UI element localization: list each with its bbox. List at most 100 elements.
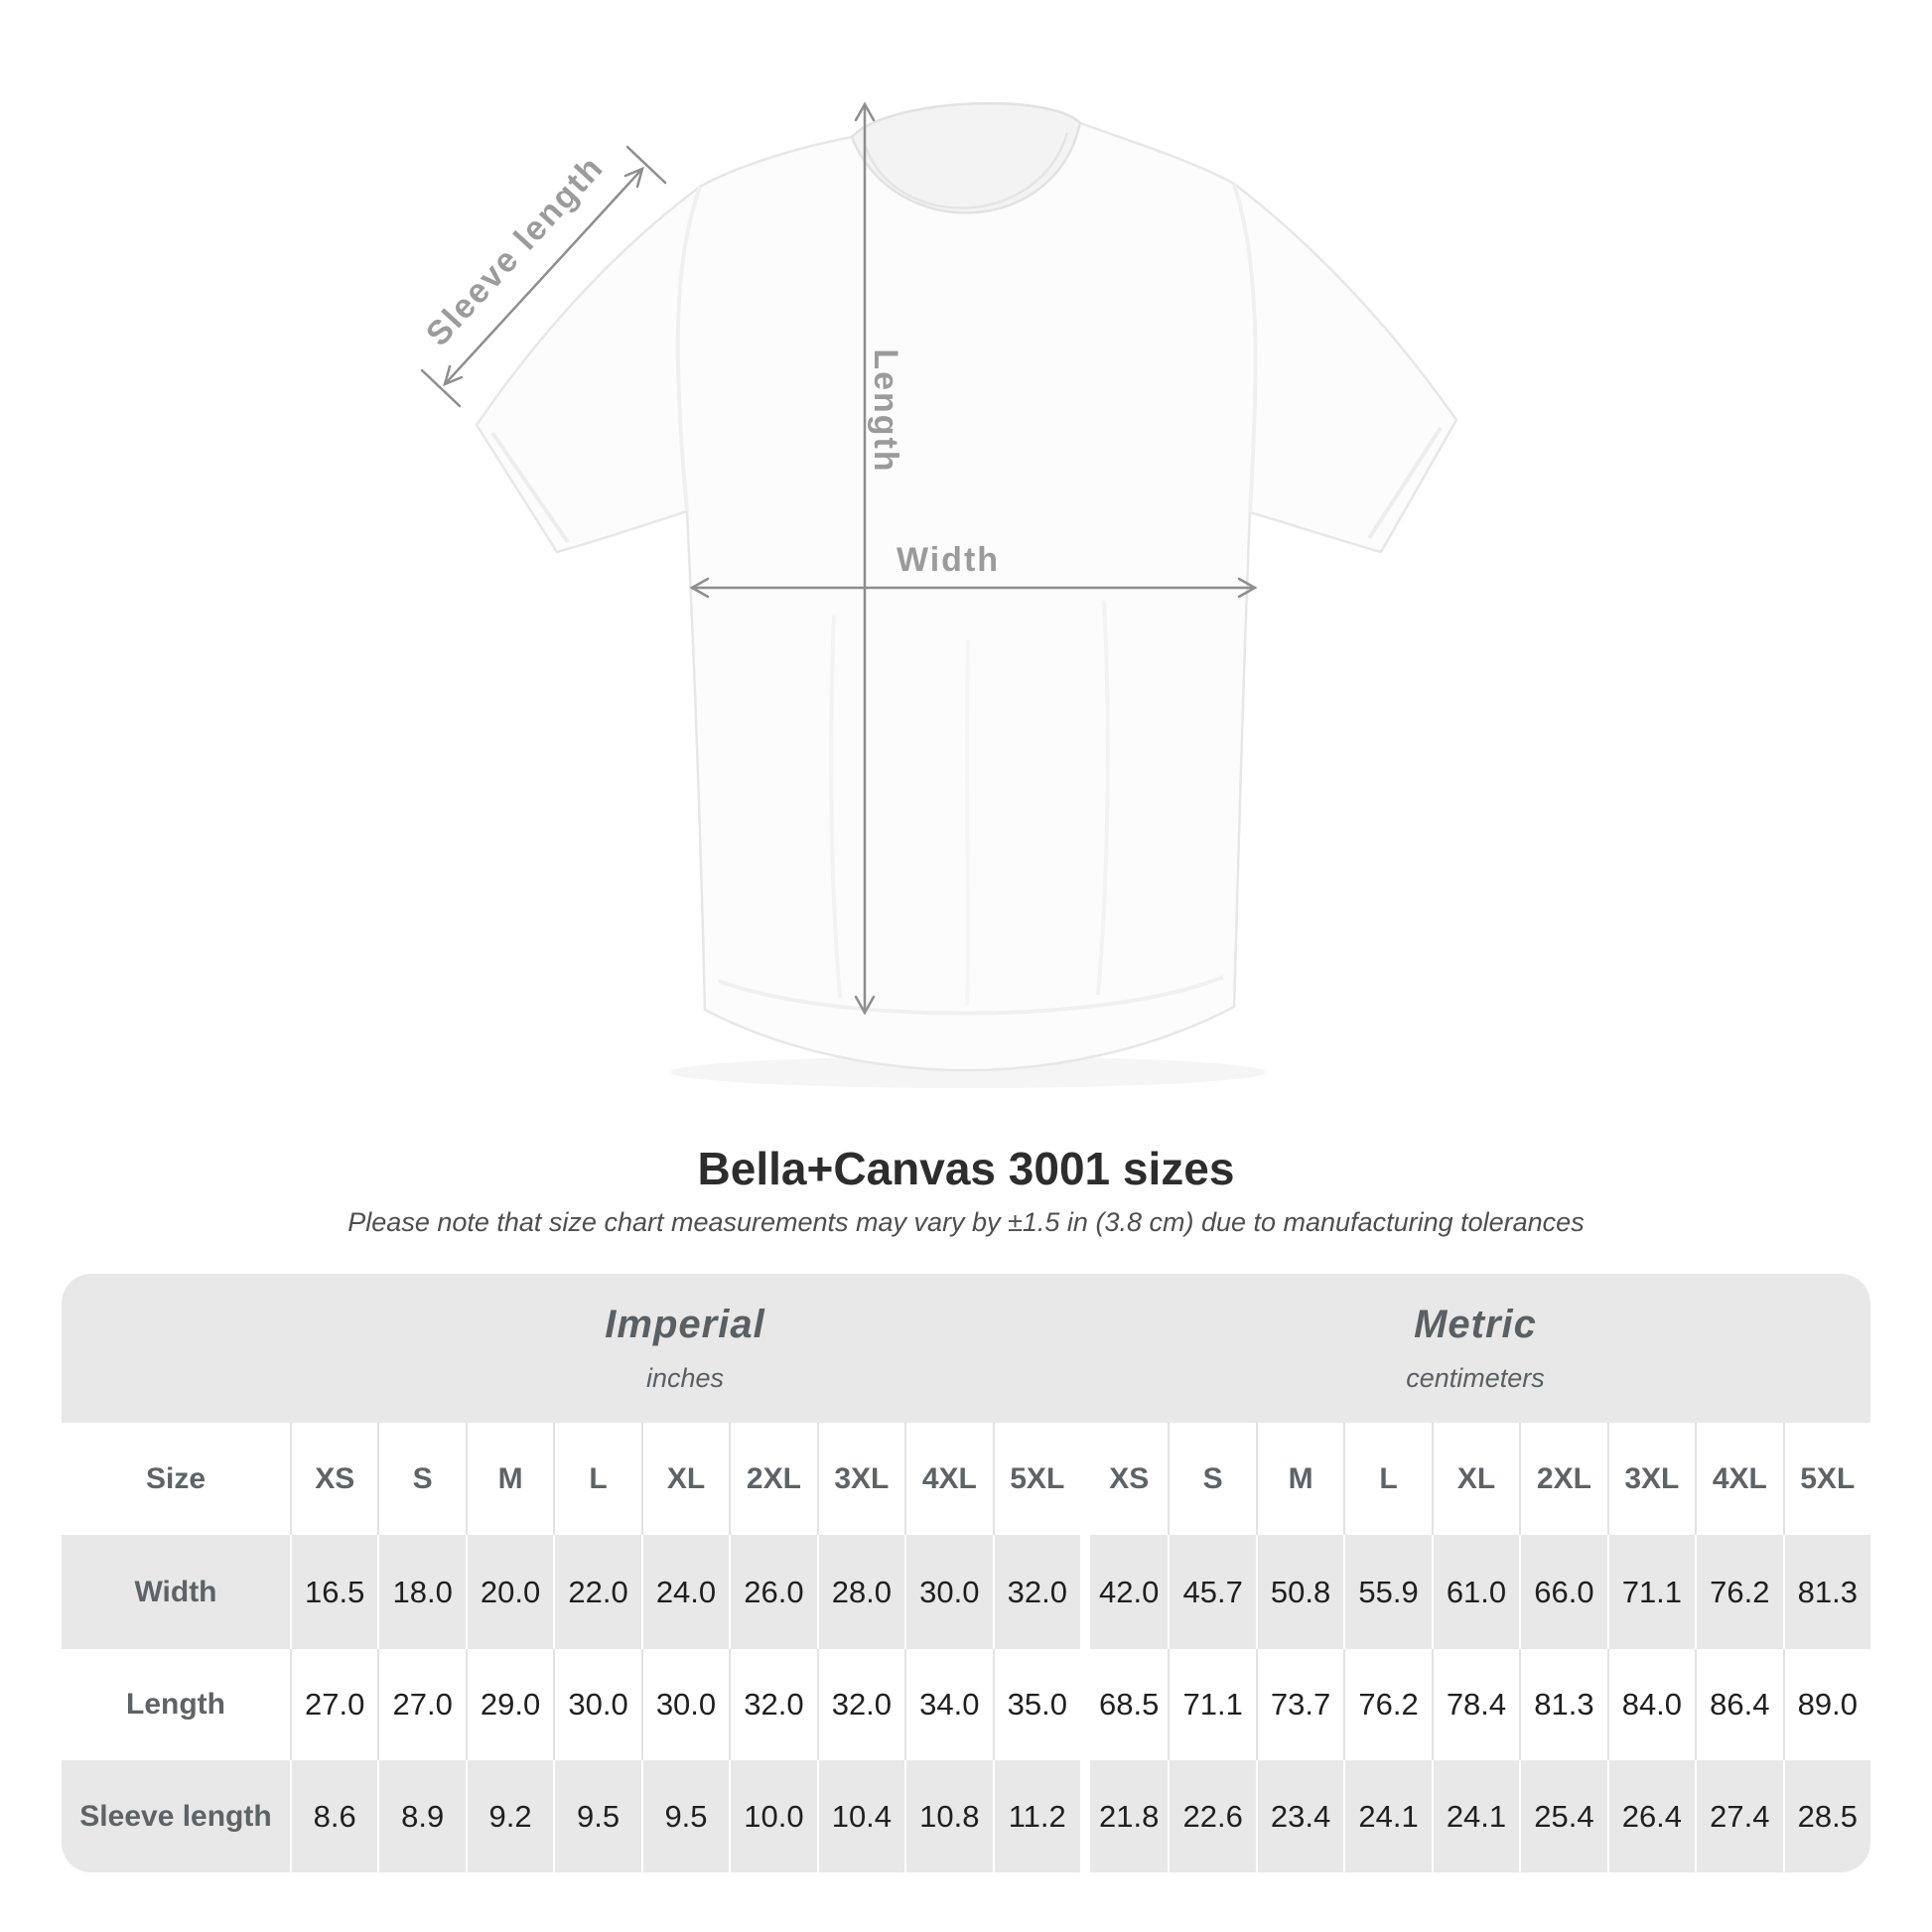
row-label-sleeve-length: Sleeve length — [62, 1760, 290, 1872]
size-header-metric-s: S — [1168, 1423, 1256, 1535]
length-metric-m: 73.7 — [1255, 1649, 1344, 1760]
left-armhole-seam — [675, 186, 702, 512]
imperial-label: Imperial — [605, 1303, 765, 1346]
arrowhead-ne — [623, 166, 644, 189]
width-imperial-4xl: 30.0 — [904, 1535, 993, 1649]
length-imperial-xl: 30.0 — [640, 1649, 730, 1760]
size-table: Imperial inches Metric centimeters Size … — [62, 1274, 1870, 1872]
imperial-group-header: Imperial inches — [290, 1274, 1080, 1423]
length-metric-4xl: 86.4 — [1695, 1649, 1783, 1760]
width-imperial-2xl: 26.0 — [729, 1535, 817, 1649]
sleeve-metric-5xl: 28.5 — [1782, 1760, 1870, 1872]
length-label: Length — [867, 348, 904, 473]
size-header-metric-3xl: 3XL — [1606, 1423, 1696, 1535]
sleeve-metric-4xl: 27.4 — [1695, 1760, 1783, 1872]
sleeve-metric-xl: 24.1 — [1431, 1760, 1520, 1872]
wrinkle — [965, 639, 970, 1006]
width-imperial-3xl: 28.0 — [816, 1535, 905, 1649]
length-imperial-s: 27.0 — [377, 1649, 466, 1760]
width-metric-2xl: 66.0 — [1519, 1535, 1607, 1649]
size-header-metric-l: L — [1343, 1423, 1432, 1535]
length-imperial-m: 29.0 — [465, 1649, 554, 1760]
sleeve-metric-m: 23.4 — [1255, 1760, 1344, 1872]
tshirt-measurement-diagram: Sleeve length Length Width — [419, 101, 1458, 1088]
width-metric-3xl: 71.1 — [1606, 1535, 1696, 1649]
sleeve-imperial-m: 9.2 — [465, 1760, 554, 1872]
sleeve-metric-3xl: 26.4 — [1606, 1760, 1696, 1872]
size-header-metric-5xl: 5XL — [1782, 1423, 1870, 1535]
size-column-header: Size — [62, 1423, 290, 1535]
length-imperial-2xl: 32.0 — [729, 1649, 817, 1760]
sleeve-imperial-xs: 8.6 — [290, 1760, 378, 1872]
sleeve-imperial-5xl: 11.2 — [992, 1760, 1080, 1872]
sleeve-metric-l: 24.1 — [1343, 1760, 1432, 1872]
size-header-imperial-m: M — [465, 1423, 554, 1535]
metric-group-header: Metric centimeters — [1079, 1274, 1870, 1423]
size-header-metric-m: M — [1255, 1423, 1344, 1535]
width-imperial-l: 22.0 — [553, 1535, 641, 1649]
length-imperial-5xl: 35.0 — [992, 1649, 1080, 1760]
width-imperial-xs: 16.5 — [290, 1535, 378, 1649]
sleeve-imperial-xl: 9.5 — [640, 1760, 730, 1872]
length-metric-xl: 78.4 — [1431, 1649, 1520, 1760]
size-header-imperial-4xl: 4XL — [904, 1423, 993, 1535]
width-imperial-xl: 24.0 — [640, 1535, 730, 1649]
size-header-imperial-s: S — [377, 1423, 466, 1535]
sleeve-imperial-3xl: 10.4 — [816, 1760, 905, 1872]
size-header-metric-2xl: 2XL — [1519, 1423, 1607, 1535]
page-title: Bella+Canvas 3001 sizes — [697, 1143, 1235, 1194]
width-metric-4xl: 76.2 — [1695, 1535, 1783, 1649]
arrowhead-left — [689, 577, 710, 599]
size-header-metric-xs: XS — [1079, 1423, 1169, 1535]
sleeve-imperial-4xl: 10.8 — [904, 1760, 993, 1872]
size-header-metric-xl: XL — [1431, 1423, 1520, 1535]
size-header-imperial-l: L — [553, 1423, 641, 1535]
left-cuff-fold — [490, 431, 570, 544]
width-metric-xs: 42.0 — [1079, 1535, 1169, 1649]
extension-tick-ne — [625, 145, 667, 185]
page-subtitle: Please note that size chart measurements… — [347, 1207, 1585, 1237]
dimension-lines — [420, 101, 1258, 1016]
length-metric-3xl: 84.0 — [1606, 1649, 1696, 1760]
width-metric-m: 50.8 — [1255, 1535, 1344, 1649]
arrowhead-down — [854, 995, 876, 1016]
length-metric-2xl: 81.3 — [1519, 1649, 1607, 1760]
metric-unit: centimeters — [1406, 1363, 1545, 1393]
metric-label: Metric — [1414, 1303, 1537, 1346]
width-imperial-s: 18.0 — [377, 1535, 466, 1649]
right-cuff-fold — [1367, 426, 1443, 540]
length-imperial-4xl: 34.0 — [904, 1649, 993, 1760]
sleeve-imperial-s: 8.9 — [377, 1760, 466, 1872]
size-header-metric-4xl: 4XL — [1695, 1423, 1783, 1535]
extension-tick-sw — [420, 368, 462, 408]
width-metric-xl: 61.0 — [1431, 1535, 1520, 1649]
hem-shadow-line — [718, 975, 1224, 1016]
width-imperial-m: 20.0 — [465, 1535, 554, 1649]
right-armhole-seam — [1232, 183, 1258, 513]
length-metric-5xl: 89.0 — [1782, 1649, 1870, 1760]
row-label-length: Length — [62, 1649, 290, 1760]
length-imperial-xs: 27.0 — [290, 1649, 378, 1760]
sleeve-imperial-l: 9.5 — [553, 1760, 641, 1872]
sleeve-imperial-2xl: 10.0 — [729, 1760, 817, 1872]
sleeve-metric-2xl: 25.4 — [1519, 1760, 1607, 1872]
width-imperial-5xl: 32.0 — [992, 1535, 1080, 1649]
width-label: Width — [897, 541, 1000, 579]
length-imperial-l: 30.0 — [553, 1649, 641, 1760]
arrowhead-sw — [443, 364, 464, 387]
arrowhead-up — [854, 101, 876, 122]
size-header-imperial-xl: XL — [640, 1423, 730, 1535]
length-metric-s: 71.1 — [1168, 1649, 1256, 1760]
tshirt-shadow — [670, 1056, 1266, 1088]
width-metric-l: 55.9 — [1343, 1535, 1432, 1649]
wrinkle — [829, 615, 842, 999]
sleeve-metric-s: 22.6 — [1168, 1760, 1256, 1872]
collar — [850, 101, 1082, 214]
size-header-imperial-xs: XS — [290, 1423, 378, 1535]
sleeve-metric-xs: 21.8 — [1079, 1760, 1169, 1872]
imperial-unit: inches — [645, 1363, 725, 1393]
arrowhead-right — [1237, 577, 1258, 599]
length-metric-xs: 68.5 — [1079, 1649, 1169, 1760]
collar-rib-line — [864, 132, 1069, 209]
